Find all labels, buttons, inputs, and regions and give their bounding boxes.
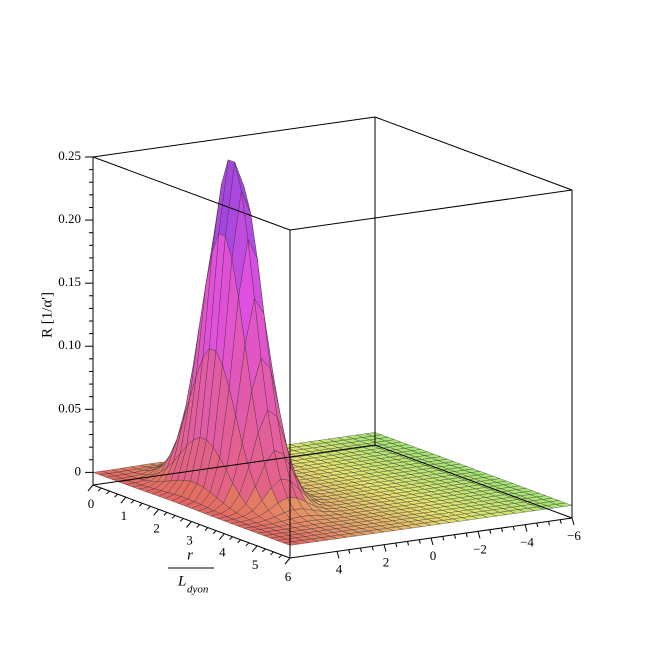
x-minor-tick xyxy=(138,502,143,507)
y-minor-tick xyxy=(465,532,468,538)
y-minor-tick xyxy=(371,546,374,551)
x-tick-label: 0 xyxy=(88,496,95,511)
y-tick xyxy=(524,524,528,532)
y-minor-tick xyxy=(512,526,515,531)
y-tick xyxy=(430,537,434,546)
y-tick xyxy=(571,517,575,526)
x-minor-tick xyxy=(97,487,102,492)
box-edge xyxy=(92,444,376,486)
x-tick xyxy=(218,533,225,540)
z-tick-label: 0.20 xyxy=(58,211,81,226)
x-tick-label: 1 xyxy=(121,508,128,523)
x-tick xyxy=(153,509,160,516)
x-tick xyxy=(120,496,127,504)
box-edge xyxy=(92,116,376,158)
x-tick-label: 3 xyxy=(186,532,193,547)
x-tick-label: 2 xyxy=(153,520,160,535)
y-minor-tick xyxy=(454,534,456,539)
box-edge xyxy=(374,444,573,519)
x-minor-tick xyxy=(270,551,274,556)
x-tick-label: 5 xyxy=(252,557,259,572)
y-minor-tick xyxy=(418,539,421,544)
y-minor-tick xyxy=(489,529,492,534)
x-minor-tick xyxy=(147,505,151,510)
y-tick-label: 4 xyxy=(336,561,343,576)
y-tick-label: 0 xyxy=(430,548,437,563)
y-minor-tick xyxy=(407,541,409,546)
y-minor-tick xyxy=(348,549,351,554)
y-minor-tick xyxy=(395,542,398,548)
y-tick-label: 2 xyxy=(383,555,390,570)
x-minor-tick xyxy=(171,515,176,519)
y-minor-tick xyxy=(548,521,550,526)
x-minor-tick xyxy=(245,542,250,547)
y-minor-tick xyxy=(360,547,362,553)
y-tick-label: −4 xyxy=(520,535,534,550)
y-tick-label: −6 xyxy=(567,528,581,543)
y-tick xyxy=(383,544,387,552)
x-tick xyxy=(251,545,258,553)
y-tick xyxy=(336,551,340,559)
y-minor-tick xyxy=(442,536,445,541)
x-minor-tick xyxy=(114,493,118,498)
y-tick-label: −2 xyxy=(473,541,487,556)
x-minor-tick xyxy=(196,524,201,528)
z-tick-label: 0.10 xyxy=(58,337,81,352)
x-tick-label: 6 xyxy=(285,569,292,584)
x-tick xyxy=(284,557,291,565)
z-axis-label: R [1/α'] xyxy=(39,292,55,338)
y-minor-tick xyxy=(536,522,539,528)
z-tick-label: 0.25 xyxy=(58,148,81,163)
z-tick-label: 0.05 xyxy=(58,400,81,415)
x-minor-tick xyxy=(278,554,283,559)
surface xyxy=(92,159,573,546)
x-axis-label-denominator: L xyxy=(177,573,186,589)
x-minor-tick xyxy=(237,539,242,544)
x-axis-label: r xyxy=(187,547,193,563)
x-tick-label: 4 xyxy=(219,545,226,560)
x-minor-tick xyxy=(130,499,135,504)
x-axis-label-subscript: dyon xyxy=(187,584,209,596)
y-minor-tick xyxy=(501,527,503,533)
x-minor-tick xyxy=(179,518,184,522)
y-minor-tick xyxy=(559,519,562,524)
box-edge xyxy=(289,189,573,231)
box-edge xyxy=(374,116,573,191)
x-minor-tick xyxy=(106,490,110,495)
x-tick xyxy=(186,521,192,528)
x-minor-tick xyxy=(212,530,217,534)
x-minor-tick xyxy=(262,548,266,553)
x-minor-tick xyxy=(229,536,233,541)
z-tick-label: 0 xyxy=(75,463,82,478)
x-tick xyxy=(87,484,94,492)
x-minor-tick xyxy=(204,527,209,531)
box-edge xyxy=(92,156,291,231)
x-minor-tick xyxy=(163,512,168,516)
y-tick xyxy=(477,531,481,539)
z-tick-label: 0.15 xyxy=(58,274,81,289)
